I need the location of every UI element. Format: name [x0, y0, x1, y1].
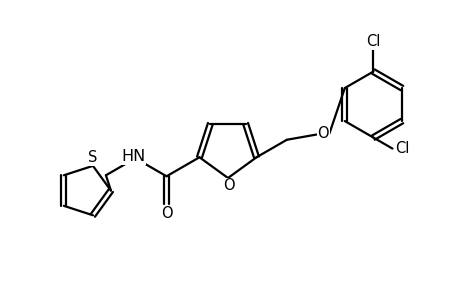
Text: O: O: [317, 126, 329, 141]
Text: Cl: Cl: [394, 141, 409, 156]
Text: Cl: Cl: [365, 34, 380, 49]
Text: S: S: [88, 150, 97, 165]
Text: HN: HN: [121, 149, 145, 164]
Text: O: O: [223, 178, 234, 194]
Text: O: O: [160, 206, 172, 221]
